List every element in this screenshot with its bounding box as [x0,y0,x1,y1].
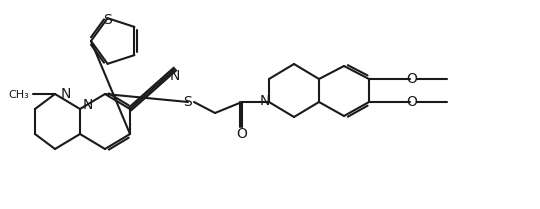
Text: O: O [407,95,417,109]
Text: N: N [61,87,71,101]
Text: CH₃: CH₃ [8,90,29,100]
Text: O: O [407,72,417,86]
Text: O: O [237,127,247,141]
Text: S: S [184,95,192,109]
Text: S: S [103,13,112,27]
Text: N: N [260,94,270,108]
Text: N: N [83,98,93,112]
Text: N: N [170,69,180,83]
